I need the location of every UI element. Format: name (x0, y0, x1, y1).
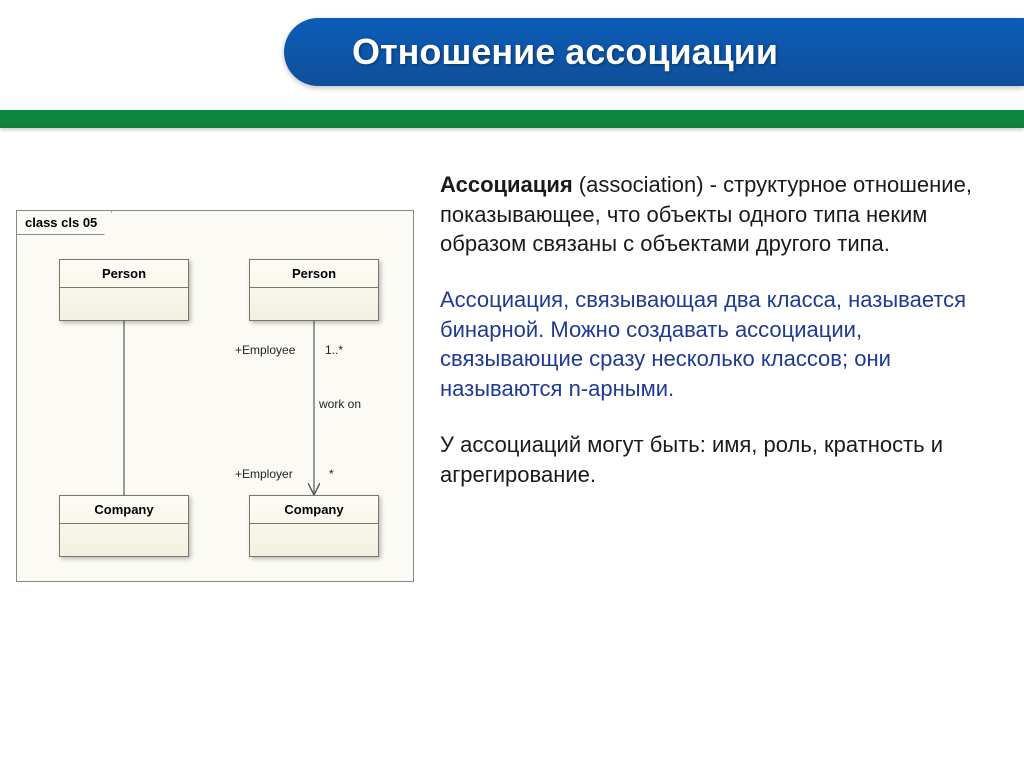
uml-frame: class cls 05 PersonPersonCompanyCompany … (16, 210, 414, 582)
term-association: Ассоциация (440, 172, 573, 197)
uml-class-body (60, 524, 188, 556)
uml-class-name: Person (250, 260, 378, 288)
association-label: 1..* (325, 343, 343, 357)
paragraph-properties: У ассоциаций могут быть: имя, роль, крат… (440, 430, 984, 489)
content-area: class cls 05 PersonPersonCompanyCompany … (0, 150, 1024, 767)
uml-class-person1: Person (59, 259, 189, 321)
uml-class-company2: Company (249, 495, 379, 557)
uml-class-body (250, 288, 378, 320)
uml-class-body (60, 288, 188, 320)
paragraph-binary: Ассоциация, связывающая два класса, назы… (440, 285, 984, 404)
green-divider (0, 110, 1024, 128)
uml-class-name: Company (250, 496, 378, 524)
uml-class-name: Person (60, 260, 188, 288)
header-bar: Отношение ассоциации (284, 18, 1024, 86)
association-label: * (329, 467, 334, 481)
uml-class-person2: Person (249, 259, 379, 321)
association-label: +Employer (235, 467, 293, 481)
frame-label: class cls 05 (16, 210, 112, 235)
association-label: work on (319, 397, 361, 411)
uml-class-company1: Company (59, 495, 189, 557)
diagram-area: class cls 05 PersonPersonCompanyCompany … (0, 150, 430, 767)
uml-class-body (250, 524, 378, 556)
slide-title: Отношение ассоциации (352, 31, 778, 73)
text-area: Ассоциация (association) - структурное о… (430, 150, 1024, 767)
uml-class-name: Company (60, 496, 188, 524)
association-label: +Employee (235, 343, 295, 357)
paragraph-definition: Ассоциация (association) - структурное о… (440, 170, 984, 259)
